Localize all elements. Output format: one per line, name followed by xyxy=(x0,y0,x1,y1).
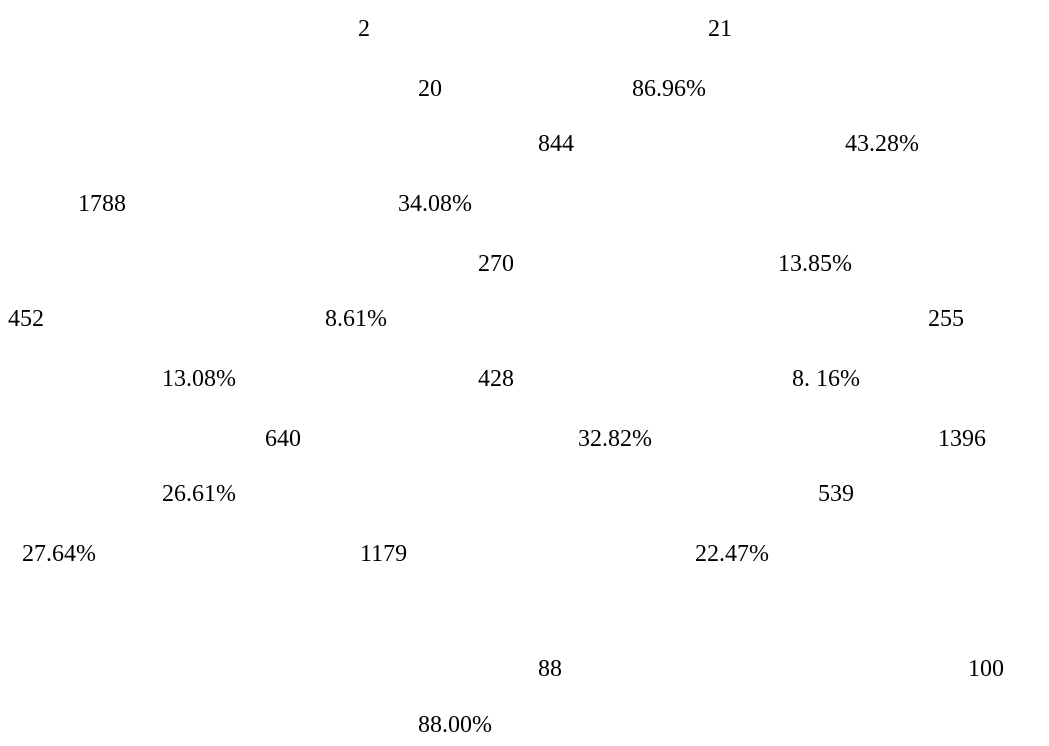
value-cell: 27.64% xyxy=(22,541,96,567)
value-cell: 8. 16% xyxy=(792,366,860,392)
value-cell: 452 xyxy=(8,306,44,332)
value-cell: 34.08% xyxy=(398,191,472,217)
value-cell: 13.08% xyxy=(162,366,236,392)
value-cell: 13.85% xyxy=(778,251,852,277)
value-cell: 22.47% xyxy=(695,541,769,567)
value-cell: 255 xyxy=(928,306,964,332)
value-cell: 26.61% xyxy=(162,481,236,507)
value-cell: 88.00% xyxy=(418,712,492,738)
value-cell: 270 xyxy=(478,251,514,277)
value-cell: 640 xyxy=(265,426,301,452)
value-cell: 844 xyxy=(538,131,574,157)
value-cell: 21 xyxy=(708,16,732,42)
value-cell: 86.96% xyxy=(632,76,706,102)
value-cell: 428 xyxy=(478,366,514,392)
value-cell: 100 xyxy=(968,656,1004,682)
value-cell: 8.61% xyxy=(325,306,387,332)
value-cell: 88 xyxy=(538,656,562,682)
value-cell: 43.28% xyxy=(845,131,919,157)
value-cell: 539 xyxy=(818,481,854,507)
value-cell: 1396 xyxy=(938,426,986,452)
value-cell: 1788 xyxy=(78,191,126,217)
value-cell: 32.82% xyxy=(578,426,652,452)
value-cell: 2 xyxy=(358,16,370,42)
value-cell: 1179 xyxy=(360,541,408,567)
value-cell: 20 xyxy=(418,76,442,102)
